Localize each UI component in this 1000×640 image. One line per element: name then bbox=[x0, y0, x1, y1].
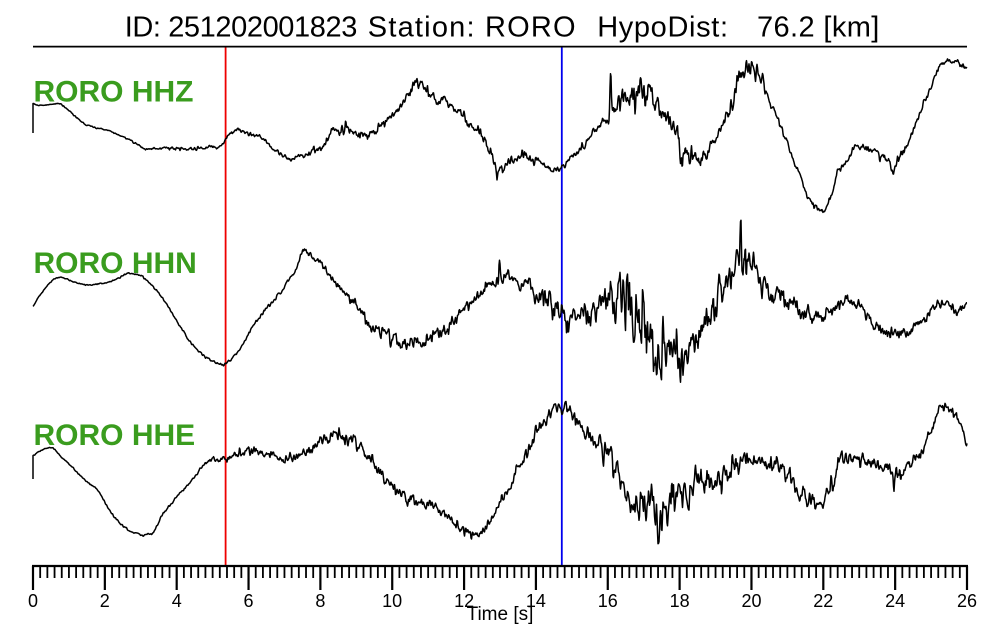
svg-text:22: 22 bbox=[813, 591, 833, 611]
svg-text:18: 18 bbox=[670, 591, 690, 611]
svg-text:2: 2 bbox=[100, 591, 110, 611]
svg-text:4: 4 bbox=[172, 591, 182, 611]
svg-text:ID: 251202001823: ID: 251202001823 bbox=[125, 11, 357, 43]
svg-text:RORO HHE: RORO HHE bbox=[34, 419, 196, 452]
svg-text:HypoDist:: HypoDist: bbox=[597, 11, 728, 43]
svg-text:16: 16 bbox=[598, 591, 618, 611]
svg-text:20: 20 bbox=[741, 591, 761, 611]
svg-text:10: 10 bbox=[382, 591, 402, 611]
svg-text:26: 26 bbox=[957, 591, 977, 611]
svg-text:76.2 [km]: 76.2 [km] bbox=[757, 11, 880, 43]
svg-text:RORO HHZ: RORO HHZ bbox=[34, 76, 194, 109]
svg-text:6: 6 bbox=[243, 591, 253, 611]
svg-text:0: 0 bbox=[28, 591, 38, 611]
svg-text:RORO HHN: RORO HHN bbox=[34, 247, 197, 280]
svg-text:12: 12 bbox=[454, 591, 474, 611]
svg-text:14: 14 bbox=[526, 591, 546, 611]
svg-text:Station: RORO: Station: RORO bbox=[368, 11, 577, 43]
svg-text:Time [s]: Time [s] bbox=[467, 604, 534, 625]
svg-text:8: 8 bbox=[315, 591, 325, 611]
svg-text:24: 24 bbox=[885, 591, 905, 611]
